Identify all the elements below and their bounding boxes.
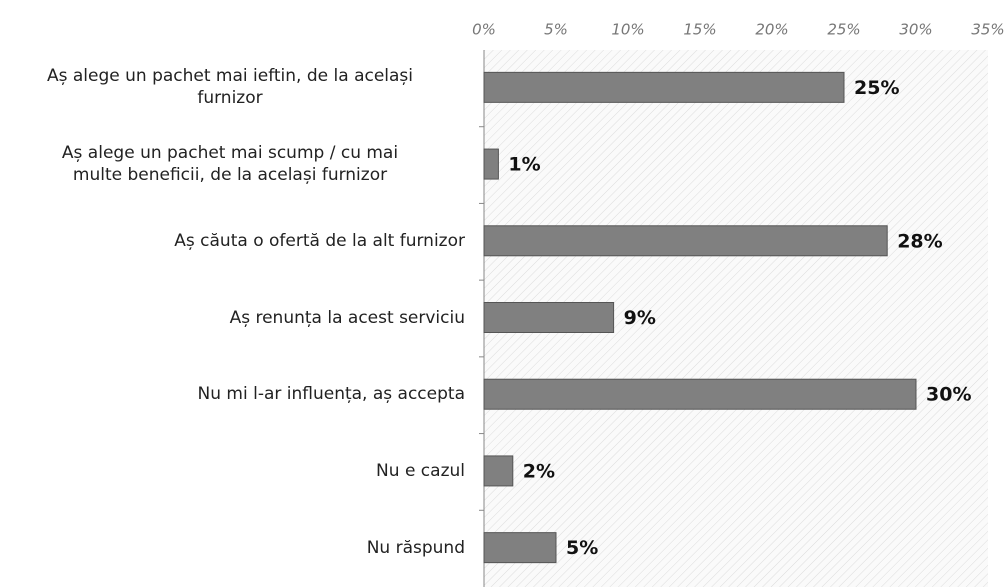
x-tick-label: 10% xyxy=(611,21,644,39)
value-label: 28% xyxy=(897,230,942,252)
bar xyxy=(483,378,917,410)
x-tick-label: 30% xyxy=(899,21,932,39)
bar xyxy=(483,148,499,180)
bar xyxy=(483,532,557,564)
category-label: Aș renunța la acest serviciu xyxy=(229,307,465,328)
value-label: 2% xyxy=(523,460,555,482)
category-label: Aș alege un pachet mai ieftin, de la ace… xyxy=(46,66,414,109)
value-label: 5% xyxy=(566,537,598,559)
bar xyxy=(483,302,615,333)
category-label: Aș căuta o ofertă de la alt furnizor xyxy=(174,230,465,251)
bar xyxy=(483,455,514,487)
category-label: Aș alege un pachet mai scump / cu mai mu… xyxy=(61,143,399,186)
value-label: 1% xyxy=(508,154,540,176)
category-label: Nu răspund xyxy=(366,537,465,558)
x-tick-label: 20% xyxy=(755,21,788,39)
value-label: 9% xyxy=(624,307,656,329)
category-label: Nu e cazul xyxy=(376,460,465,481)
value-label: 30% xyxy=(926,384,971,406)
bar xyxy=(483,225,888,257)
category-label: Nu mi l-ar influența, aș accepta xyxy=(197,384,465,405)
x-tick-label: 35% xyxy=(971,21,1004,39)
x-tick-label: 25% xyxy=(827,21,860,39)
x-tick-label: 5% xyxy=(544,21,568,39)
x-tick-label: 15% xyxy=(683,21,716,39)
value-label: 25% xyxy=(854,77,899,99)
bar xyxy=(483,71,845,103)
x-tick-label: 0% xyxy=(472,21,496,39)
